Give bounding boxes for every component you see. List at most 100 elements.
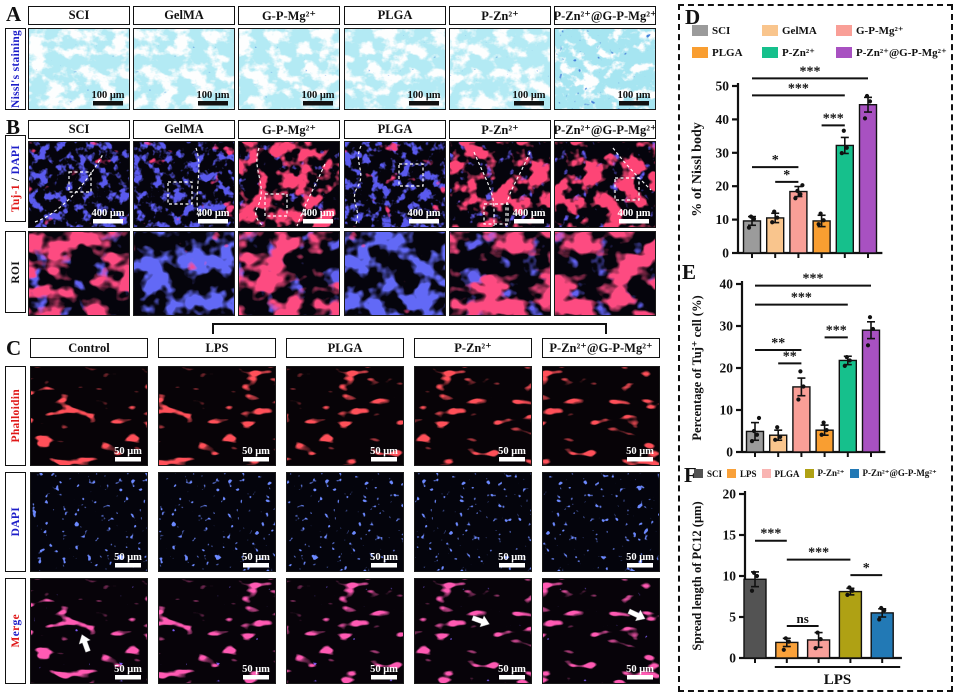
y-tick-label: 10	[720, 403, 734, 418]
pointer-arrow	[471, 615, 490, 628]
roi-box	[264, 193, 288, 217]
legend-swatch	[836, 25, 852, 36]
scale-bar	[243, 563, 269, 568]
panel-a-label: A	[6, 2, 22, 26]
scale-bar	[619, 219, 649, 224]
data-point	[867, 315, 873, 320]
legend-d: SCI GelMA G-P-Mg²⁺ PLGA P-Zn²⁺ P-Zn²⁺@G-P-Mg²…	[692, 24, 950, 59]
micrograph-phalloidin-0: 50 μm	[30, 366, 148, 466]
scale-bar	[409, 219, 439, 224]
micrograph-merge-0: 50 μm	[30, 578, 148, 684]
y-tick-label: 30	[720, 319, 734, 334]
scale-bar-text: 100 μm	[301, 90, 334, 101]
micrograph-tuj1-dapi-4: 400 μm	[449, 141, 551, 228]
bar-P-Zn²⁺	[838, 359, 858, 453]
panel-e-label: E	[682, 260, 697, 284]
data-point	[798, 369, 803, 374]
data-point	[781, 647, 786, 652]
scale-bar-text: 400 μm	[512, 208, 545, 219]
legend-swatch	[836, 47, 852, 58]
scale-bar	[198, 219, 228, 224]
charts-dashed-box	[678, 4, 953, 692]
data-point	[770, 220, 775, 225]
data-point	[778, 434, 783, 439]
bar-SCI	[743, 578, 767, 659]
lesion-outline	[296, 163, 326, 227]
micrograph-dapi-2: 50 μm	[286, 472, 404, 572]
roi-row-label-text: ROI	[9, 260, 22, 284]
y-tick-label: 10	[723, 569, 737, 584]
scale-bar-text: 50 μm	[626, 446, 654, 457]
data-point	[751, 570, 757, 575]
x-group-label: LPS	[824, 672, 852, 688]
sig-label: ***	[808, 546, 829, 561]
scale-bar	[409, 101, 439, 106]
micrograph-tuj1-dapi-1: 400 μm	[133, 141, 235, 228]
micrograph-roi-1	[133, 231, 235, 316]
scale-bar-text: 50 μm	[114, 552, 142, 563]
data-point	[815, 630, 820, 635]
y-tick-label: 20	[716, 179, 730, 194]
sig-label: *	[772, 153, 779, 168]
sig-label: ***	[823, 111, 844, 126]
bar-G-P-Mg²⁺	[792, 386, 811, 453]
data-point	[783, 636, 788, 641]
legend-label: GelMA	[782, 24, 817, 37]
dapi-row-label: DAPI	[5, 472, 26, 572]
scale-bar	[115, 457, 141, 462]
scale-bar-text: 50 μm	[242, 664, 270, 675]
scale-bar	[303, 219, 333, 224]
data-point	[845, 592, 850, 597]
scale-bar-text: 400 μm	[301, 208, 334, 219]
col-header-b-3: PLGA	[344, 120, 446, 139]
bar-G-P-Mg²⁺	[789, 190, 808, 254]
data-point	[862, 116, 868, 121]
lesion-outline	[505, 151, 531, 226]
sig-label: *	[783, 168, 790, 183]
roi-box	[483, 203, 509, 225]
scale-bar-text: 50 μm	[498, 446, 526, 457]
micrograph-merge-4: 50 μm	[542, 578, 660, 684]
legend-item-d-0: SCI	[692, 24, 758, 37]
scale-bar-text: 50 μm	[498, 552, 526, 563]
scale-bar-text: 50 μm	[498, 664, 526, 675]
scale-bar	[514, 101, 544, 106]
data-point	[775, 425, 780, 430]
scale-bar-text: 50 μm	[370, 664, 398, 675]
data-point	[751, 428, 757, 434]
scale-bar-text: 50 μm	[370, 552, 398, 563]
legend-item-f-0: SCI	[694, 468, 722, 479]
scale-bar-text: 100 μm	[91, 90, 124, 101]
data-point	[772, 209, 777, 214]
roi-box	[167, 181, 193, 205]
y-tick-label: 10	[716, 212, 730, 227]
data-point	[844, 145, 849, 150]
micrograph-merge-3: 50 μm	[414, 578, 532, 684]
lesion-outline	[353, 145, 362, 227]
lesion-outline	[195, 147, 201, 223]
data-point	[800, 183, 805, 188]
data-point	[795, 188, 800, 193]
data-point	[844, 354, 849, 360]
data-point	[867, 99, 873, 104]
scale-bar-text: 50 μm	[114, 664, 142, 675]
tuj1-dapi-row-label-text: Tuj-1 / DAPI	[9, 144, 22, 213]
scale-bar-text: 50 μm	[626, 552, 654, 563]
data-point	[749, 588, 755, 593]
data-point	[798, 192, 803, 197]
legend-item-f-1: LPS	[727, 468, 757, 479]
y-tick-label: 40	[716, 112, 730, 127]
legend-swatch	[761, 469, 771, 478]
y-axis-label: Spread length of PC12 (μm)	[690, 501, 704, 650]
data-point	[749, 438, 755, 444]
y-axis-label: Percentage of Tuj⁺ cell (%)	[690, 295, 704, 440]
legend-swatch	[692, 47, 708, 58]
legend-item-d-3: PLGA	[692, 46, 758, 59]
micrograph-phalloidin-2: 50 μm	[286, 366, 404, 466]
legend-swatch	[762, 47, 778, 58]
sig-label: ***	[791, 291, 812, 306]
data-point	[847, 585, 852, 590]
micrograph-roi-0	[28, 231, 130, 316]
